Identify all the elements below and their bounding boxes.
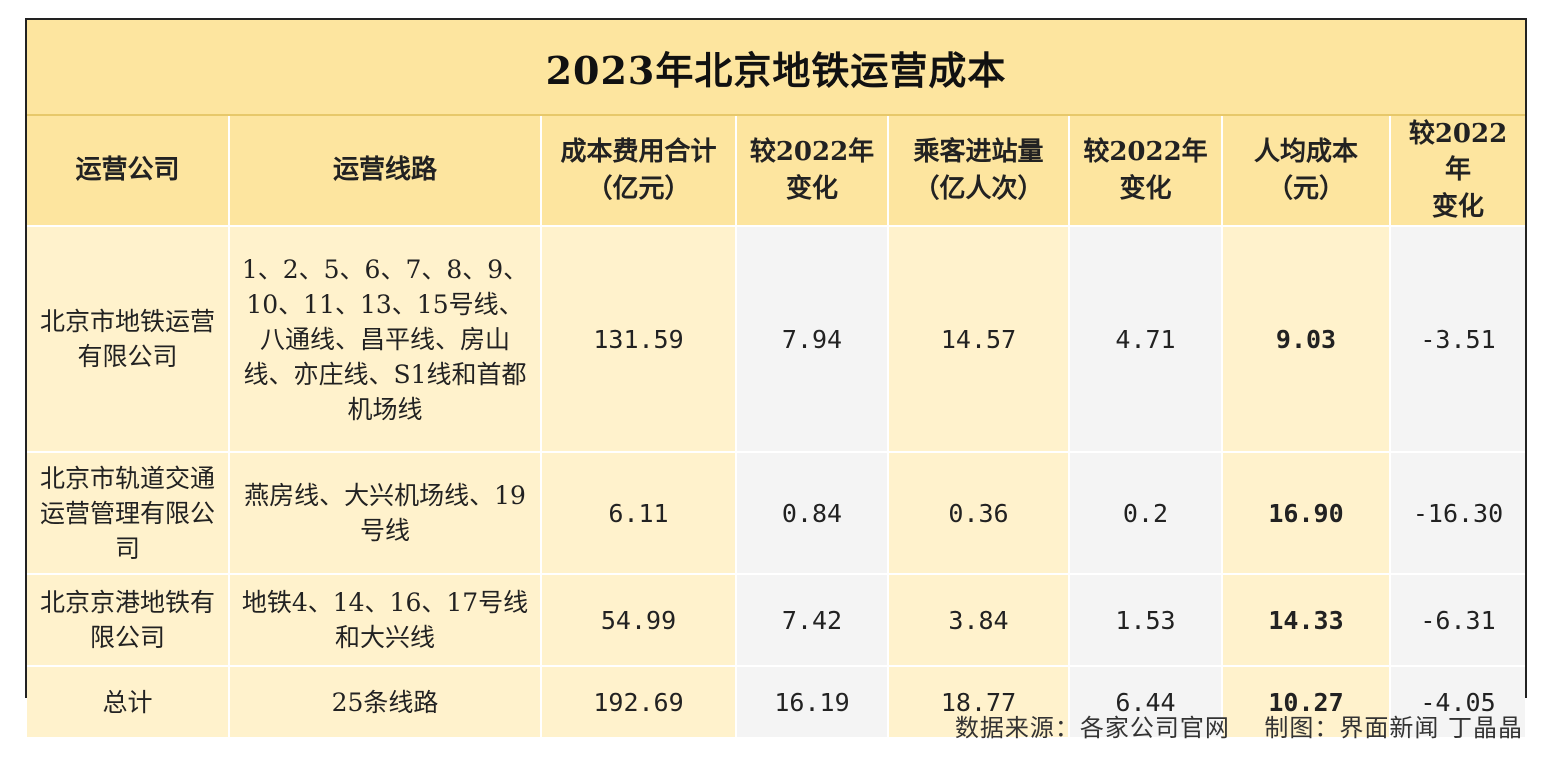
company-cell: 北京市地铁运营有限公司 (27, 227, 230, 454)
per-capita-change-cell: -4.05 (1391, 667, 1525, 738)
per-capita-change-cell: -3.51 (1391, 227, 1525, 454)
cost-table-frame: 2023年北京地铁运营成本 运营公司 运营线路 成本费用合计 （亿元） 较2022… (25, 18, 1527, 738)
data-source: 数据来源：各家公司官网 (954, 714, 1230, 742)
cost-change-cell: 0.84 (737, 453, 889, 576)
cost-cell: 131.59 (542, 227, 737, 454)
company-cell: 总计 (27, 667, 230, 738)
passengers-cell: 3.84 (889, 575, 1070, 668)
passengers-change-cell: 1.53 (1070, 575, 1223, 668)
header-passengers-change: 较2022年 变化 (1070, 116, 1223, 228)
per-capita-cell: 10.27 (1223, 667, 1391, 738)
cost-cell: 192.69 (542, 667, 737, 738)
cost-table: 运营公司 运营线路 成本费用合计 （亿元） 较2022年 变化 乘客进站量 （亿人次）… (27, 116, 1525, 738)
passengers-cell: 18.77 (889, 667, 1070, 738)
per-capita-cell: 16.90 (1223, 453, 1391, 576)
header-lines: 运营线路 (230, 116, 542, 228)
passengers-change-cell: 4.71 (1070, 227, 1223, 454)
company-cell: 北京京港地铁有限公司 (27, 575, 230, 668)
company-cell: 北京市轨道交通运营管理有限公司 (27, 453, 230, 576)
passengers-change-cell: 0.2 (1070, 453, 1223, 576)
cost-cell: 6.11 (542, 453, 737, 576)
passengers-change-cell: 6.44 (1070, 667, 1223, 738)
cost-change-cell: 7.42 (737, 575, 889, 668)
per-capita-change-cell: -16.30 (1391, 453, 1525, 576)
total-row: 总计 25条线路 192.69 16.19 18.77 6.44 10.27 -… (27, 667, 1525, 738)
lines-cell: 1、2、5、6、7、8、9、10、11、13、15号线、八通线、昌平线、房山线、… (230, 227, 542, 454)
per-capita-cell: 14.33 (1223, 575, 1391, 668)
cost-cell: 54.99 (542, 575, 737, 668)
per-capita-cell: 9.03 (1223, 227, 1391, 454)
passengers-cell: 0.36 (889, 453, 1070, 576)
table-row: 北京市地铁运营有限公司 1、2、5、6、7、8、9、10、11、13、15号线、… (27, 227, 1525, 454)
header-per-capita: 人均成本 （元） (1223, 116, 1391, 228)
cost-change-cell: 16.19 (737, 667, 889, 738)
lines-cell: 燕房线、大兴机场线、19号线 (230, 453, 542, 576)
header-per-capita-change: 较2022年 变化 (1391, 116, 1525, 228)
lines-cell: 25条线路 (230, 667, 542, 738)
source-caption: 数据来源：各家公司官网 制图：界面新闻 丁晶晶 (955, 708, 1523, 743)
header-cost: 成本费用合计 （亿元） (542, 116, 737, 228)
cost-change-cell: 7.94 (737, 227, 889, 454)
per-capita-change-cell: -6.31 (1391, 575, 1525, 668)
passengers-cell: 14.57 (889, 227, 1070, 454)
table-title: 2023年北京地铁运营成本 (27, 20, 1525, 116)
header-company: 运营公司 (27, 116, 230, 228)
lines-cell: 地铁4、14、16、17号线和大兴线 (230, 575, 542, 668)
chart-credit: 制图：界面新闻 丁晶晶 (1264, 714, 1523, 742)
header-passengers: 乘客进站量 （亿人次） (889, 116, 1070, 228)
table-row: 北京市轨道交通运营管理有限公司 燕房线、大兴机场线、19号线 6.11 0.84… (27, 453, 1525, 576)
table-row: 北京京港地铁有限公司 地铁4、14、16、17号线和大兴线 54.99 7.42… (27, 575, 1525, 668)
header-row: 运营公司 运营线路 成本费用合计 （亿元） 较2022年 变化 乘客进站量 （亿人次）… (27, 116, 1525, 228)
header-cost-change: 较2022年 变化 (737, 116, 889, 228)
